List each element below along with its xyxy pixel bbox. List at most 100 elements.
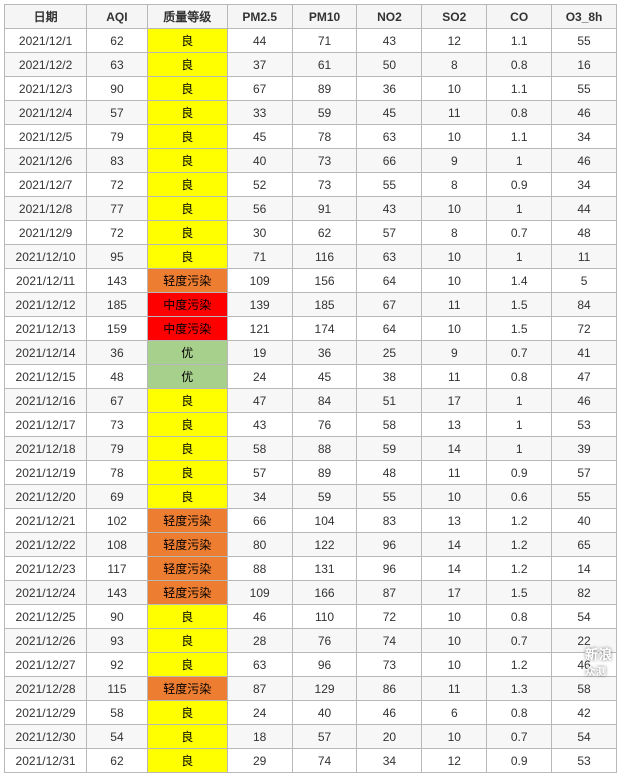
cell-so2: 12 [422,749,487,773]
table-row: 2021/12/13159中度污染12117464101.572 [5,317,617,341]
cell-pm25: 139 [227,293,292,317]
cell-no2: 73 [357,653,422,677]
cell-co: 1.4 [487,269,552,293]
cell-date: 2021/12/31 [5,749,87,773]
col-level: 质量等级 [147,5,227,29]
cell-date: 2021/12/25 [5,605,87,629]
cell-pm10: 129 [292,677,357,701]
cell-so2: 10 [422,317,487,341]
cell-no2: 63 [357,245,422,269]
watermark-main: 新浪 [585,647,613,662]
cell-co: 0.7 [487,725,552,749]
cell-aqi: 62 [87,29,148,53]
cell-o3: 65 [552,533,617,557]
cell-pm10: 78 [292,125,357,149]
cell-pm10: 156 [292,269,357,293]
cell-so2: 10 [422,485,487,509]
cell-level: 良 [147,437,227,461]
cell-so2: 13 [422,509,487,533]
cell-no2: 51 [357,389,422,413]
cell-co: 1.1 [487,29,552,53]
cell-aqi: 185 [87,293,148,317]
cell-no2: 45 [357,101,422,125]
cell-aqi: 69 [87,485,148,509]
cell-pm25: 19 [227,341,292,365]
cell-o3: 48 [552,221,617,245]
cell-pm25: 80 [227,533,292,557]
cell-no2: 43 [357,29,422,53]
cell-aqi: 36 [87,341,148,365]
cell-so2: 17 [422,581,487,605]
cell-date: 2021/12/13 [5,317,87,341]
cell-no2: 46 [357,701,422,725]
cell-o3: 82 [552,581,617,605]
cell-so2: 12 [422,29,487,53]
cell-date: 2021/12/5 [5,125,87,149]
table-row: 2021/12/1436优19362590.741 [5,341,617,365]
table-row: 2021/12/1773良43765813153 [5,413,617,437]
col-date: 日期 [5,5,87,29]
cell-date: 2021/12/19 [5,461,87,485]
cell-co: 1.1 [487,77,552,101]
cell-level: 良 [147,77,227,101]
cell-date: 2021/12/28 [5,677,87,701]
cell-co: 1 [487,437,552,461]
cell-pm25: 87 [227,677,292,701]
cell-aqi: 143 [87,581,148,605]
cell-so2: 14 [422,557,487,581]
cell-pm25: 28 [227,629,292,653]
cell-no2: 38 [357,365,422,389]
cell-co: 1.2 [487,509,552,533]
cell-so2: 8 [422,221,487,245]
cell-date: 2021/12/7 [5,173,87,197]
cell-pm10: 62 [292,221,357,245]
cell-date: 2021/12/10 [5,245,87,269]
table-row: 2021/12/1978良578948110.957 [5,461,617,485]
cell-aqi: 58 [87,701,148,725]
cell-aqi: 92 [87,653,148,677]
cell-level: 良 [147,125,227,149]
cell-pm25: 109 [227,581,292,605]
cell-co: 1.2 [487,533,552,557]
cell-aqi: 143 [87,269,148,293]
cell-aqi: 83 [87,149,148,173]
cell-so2: 10 [422,125,487,149]
cell-so2: 10 [422,245,487,269]
cell-co: 0.8 [487,101,552,125]
cell-aqi: 77 [87,197,148,221]
cell-o3: 41 [552,341,617,365]
cell-o3: 53 [552,413,617,437]
table-row: 2021/12/11143轻度污染10915664101.45 [5,269,617,293]
cell-co: 1.3 [487,677,552,701]
cell-co: 0.8 [487,365,552,389]
col-no2: NO2 [357,5,422,29]
cell-level: 良 [147,485,227,509]
cell-o3: 44 [552,197,617,221]
cell-no2: 50 [357,53,422,77]
cell-pm10: 73 [292,149,357,173]
table-row: 2021/12/22108轻度污染8012296141.265 [5,533,617,557]
cell-co: 1.5 [487,293,552,317]
col-aqi: AQI [87,5,148,29]
cell-pm10: 89 [292,77,357,101]
cell-date: 2021/12/26 [5,629,87,653]
cell-o3: 55 [552,485,617,509]
cell-pm10: 174 [292,317,357,341]
cell-o3: 54 [552,725,617,749]
cell-co: 1 [487,413,552,437]
cell-o3: 47 [552,365,617,389]
cell-no2: 67 [357,293,422,317]
cell-level: 轻度污染 [147,509,227,533]
cell-no2: 57 [357,221,422,245]
cell-so2: 6 [422,701,487,725]
cell-aqi: 79 [87,125,148,149]
cell-so2: 14 [422,533,487,557]
cell-level: 良 [147,605,227,629]
cell-o3: 84 [552,293,617,317]
cell-level: 轻度污染 [147,581,227,605]
cell-pm25: 24 [227,701,292,725]
cell-so2: 14 [422,437,487,461]
cell-pm10: 36 [292,341,357,365]
cell-date: 2021/12/24 [5,581,87,605]
cell-level: 优 [147,365,227,389]
